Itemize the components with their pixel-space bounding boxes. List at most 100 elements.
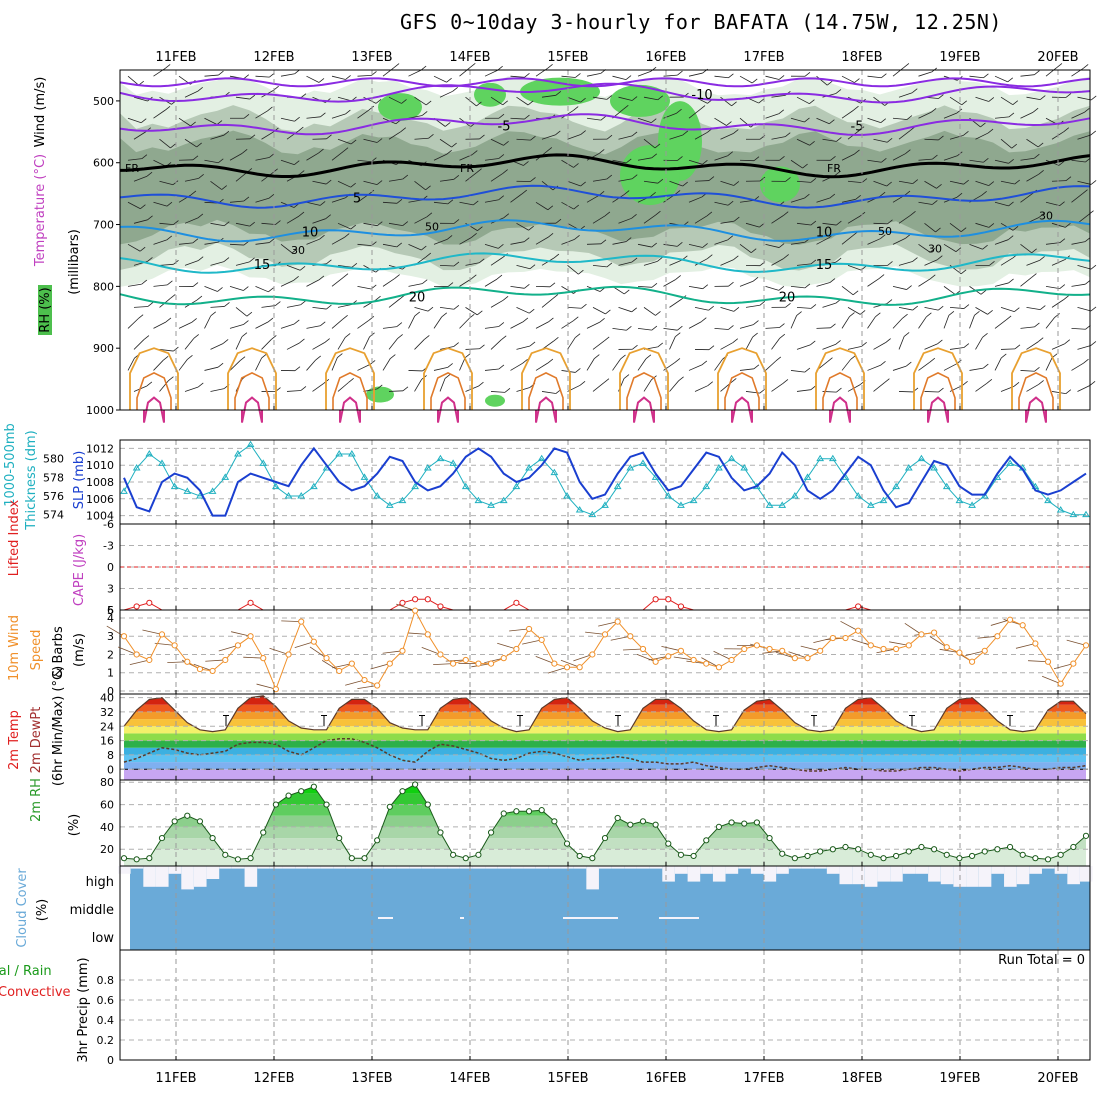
wind-barb xyxy=(1020,244,1032,254)
wind-barb xyxy=(510,285,525,289)
wind-barb xyxy=(1005,315,1012,321)
wind-barb xyxy=(204,74,219,77)
cloud-high-gap xyxy=(421,866,435,869)
wind-barb xyxy=(1064,339,1071,345)
wind10m-point xyxy=(804,655,811,662)
wind-barb xyxy=(726,121,732,126)
wind-barb xyxy=(184,177,199,182)
wind-barb xyxy=(943,112,958,119)
wind-barb xyxy=(918,111,932,119)
cape-contour xyxy=(724,372,760,410)
wind-barb xyxy=(408,283,423,287)
wind10m-barb xyxy=(484,657,504,664)
rh2m-point xyxy=(563,840,571,847)
slp-line xyxy=(123,446,1087,517)
wind-barb xyxy=(606,174,613,180)
wind-barb xyxy=(834,171,841,176)
wind-barb xyxy=(924,343,938,350)
wind-barb xyxy=(319,321,326,327)
date-label-bottom: 18FEB xyxy=(841,1071,882,1086)
cape-contour xyxy=(437,396,459,423)
wind-barb xyxy=(396,242,403,248)
wind10m-point xyxy=(298,618,305,625)
wind-barb xyxy=(663,328,678,331)
wind-barb xyxy=(153,321,167,329)
cape-contour xyxy=(829,396,851,423)
rh2m-point xyxy=(513,808,520,815)
wind-barb xyxy=(631,307,638,313)
wind-barb xyxy=(654,143,661,149)
wind-barb xyxy=(963,304,970,309)
wind-barb xyxy=(530,177,536,182)
wind-barb xyxy=(478,381,484,387)
wind-barb xyxy=(1038,213,1045,218)
wind-barb xyxy=(937,255,943,261)
wind-barb xyxy=(198,174,204,179)
wind-barb xyxy=(312,306,327,310)
rh2m-point xyxy=(880,855,887,862)
wind-barb xyxy=(775,356,782,362)
temp-band xyxy=(124,719,1086,727)
wind-barb xyxy=(402,221,409,226)
wind-barb xyxy=(1020,277,1032,287)
wind-barb xyxy=(357,159,372,163)
wind-barb xyxy=(790,315,797,329)
wind-barb xyxy=(835,89,842,94)
wind-barb xyxy=(810,304,817,309)
wind-barb xyxy=(300,300,306,306)
wind-barb xyxy=(643,96,658,101)
wind-barb xyxy=(631,213,637,219)
rh2m-point xyxy=(272,801,279,808)
rh2m-point xyxy=(931,846,938,853)
wind-barb xyxy=(912,179,919,184)
wind-barb xyxy=(841,153,855,161)
wind-barb xyxy=(963,131,969,136)
rh2m-point xyxy=(652,821,659,828)
rh-moist-patch xyxy=(366,386,394,403)
thickness-point xyxy=(411,482,420,490)
wind-barb xyxy=(822,344,836,350)
date-label-top: 18FEB xyxy=(841,50,882,65)
wind-barb xyxy=(892,285,907,290)
wind10m-point xyxy=(893,645,900,653)
wind-barb xyxy=(873,180,887,187)
wind-barb xyxy=(337,353,343,358)
rh2m-point xyxy=(310,783,317,790)
wind-barb xyxy=(204,241,219,245)
wind-barb xyxy=(822,302,836,308)
wind-barb xyxy=(918,71,932,77)
rh2m-point xyxy=(981,848,988,855)
cloud-high-gap xyxy=(662,866,675,882)
wind10m-barb xyxy=(154,642,175,646)
wind10m-point xyxy=(1006,616,1014,623)
wind-barb xyxy=(516,264,531,270)
wind-barb xyxy=(184,338,195,350)
thickness-point xyxy=(145,450,154,457)
wind10m-point xyxy=(424,631,431,638)
temp-band xyxy=(124,762,1086,770)
rh2m-point xyxy=(386,803,393,810)
wind-barb xyxy=(167,280,173,286)
wind-barb xyxy=(605,309,611,315)
cape-contour xyxy=(423,347,473,410)
wind10m-barb xyxy=(1015,643,1036,649)
wind-barb xyxy=(903,332,910,337)
wind10m-point xyxy=(513,645,520,653)
cloud-high-gap xyxy=(561,866,574,869)
rh2m-point xyxy=(399,788,406,795)
wind-barb xyxy=(924,180,937,189)
y-tick-label: 1 xyxy=(107,667,114,680)
wind-barb xyxy=(1020,157,1035,161)
wind-barb xyxy=(490,96,503,106)
wind-barb xyxy=(1051,391,1066,395)
isotherm-line xyxy=(119,113,1091,136)
wind-barb xyxy=(1007,77,1014,83)
wind-barb xyxy=(720,180,734,186)
wind-barb xyxy=(1038,380,1044,385)
cloud-high-gap xyxy=(523,866,536,869)
wind-barb xyxy=(618,135,633,140)
rh2m-point xyxy=(690,852,697,860)
wind-barb xyxy=(502,100,508,106)
wind10m-barb xyxy=(1066,639,1087,646)
wind10m-barb xyxy=(407,632,428,635)
